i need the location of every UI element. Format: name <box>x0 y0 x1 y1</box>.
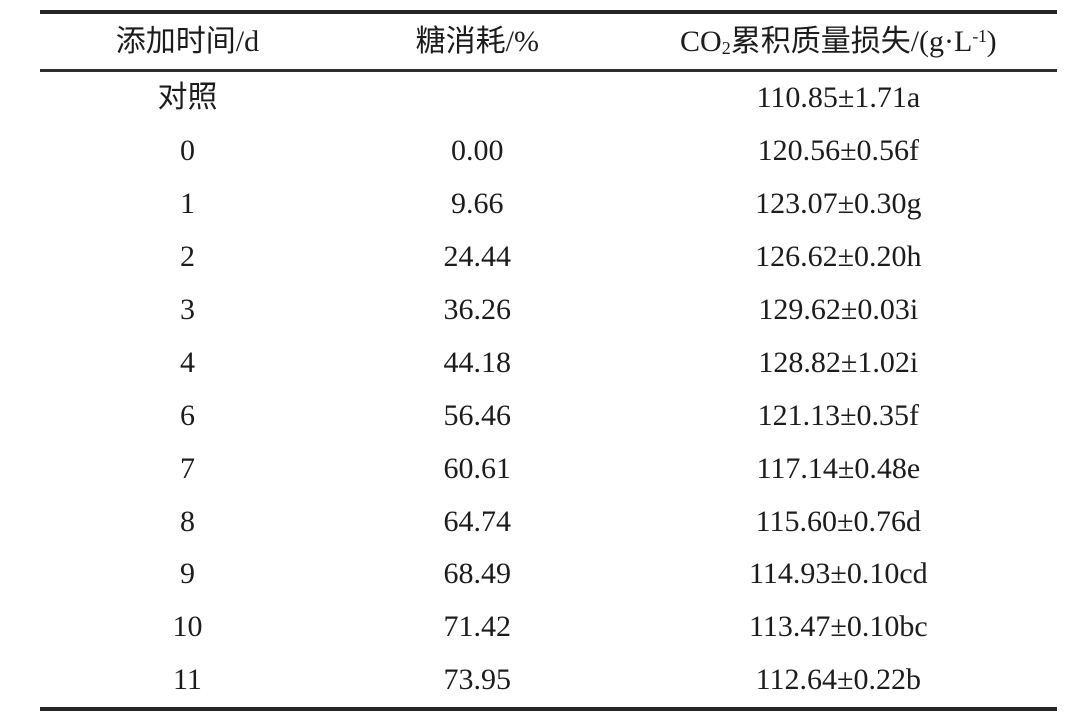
cell-sugar: 56.46 <box>443 398 512 432</box>
cell-time: 7 <box>179 451 195 485</box>
cell-time: 3 <box>179 293 195 326</box>
table-row: 8 64.74 115.60±0.76d <box>40 495 1057 548</box>
header-cell-time: 添加时间/d <box>115 24 260 58</box>
table-body: 对照 110.85±1.71a 0 0.00 120.56±0.56f 1 9.… <box>40 72 1057 707</box>
table-row: 9 68.49 114.93±0.10cd <box>40 548 1057 601</box>
cell-time: 8 <box>179 504 195 538</box>
cell-sugar: 73.95 <box>443 663 512 697</box>
cell-co2: 114.93±0.10cd <box>748 557 928 591</box>
cell-co2: 117.14±0.48e <box>756 451 921 485</box>
cell-co2: 110.85±1.71a <box>756 81 921 115</box>
cell-co2: 128.82±1.02i <box>758 345 919 379</box>
cell-time: 4 <box>179 345 195 379</box>
header-cell-co2: CO2累积质量损失/(g·L-1) <box>620 24 1057 58</box>
cell-time: 0 <box>179 134 195 168</box>
cell-sugar: 68.49 <box>443 557 512 591</box>
table-row: 10 71.42 113.47±0.10bc <box>40 601 1057 654</box>
co2-label-close: ) <box>986 24 997 58</box>
cell-time: 2 <box>179 240 195 274</box>
table-row: 1 9.66 123.07±0.30g <box>40 178 1057 231</box>
cell-sugar: 9.66 <box>451 187 504 221</box>
table-row: 6 56.46 121.13±0.35f <box>40 389 1057 442</box>
table-row: 0 0.00 120.56±0.56f <box>40 125 1057 178</box>
cell-co2: 120.56±0.56f <box>757 134 920 168</box>
cell-co2: 123.07±0.30g <box>755 187 922 221</box>
cell-sugar: 0.00 <box>451 134 504 168</box>
cell-sugar: 44.18 <box>443 345 512 379</box>
table-row: 7 60.61 117.14±0.48e <box>40 442 1057 495</box>
table-row: 4 44.18 128.82±1.02i <box>40 336 1057 389</box>
cell-time: 11 <box>173 663 202 697</box>
cell-time: 6 <box>179 398 195 432</box>
co2-unit-superscript: -1 <box>972 25 987 46</box>
table-row: 2 24.44 126.62±0.20h <box>40 231 1057 284</box>
cell-co2: 129.62±0.03i <box>758 293 919 326</box>
cell-co2: 121.13±0.35f <box>757 398 920 432</box>
cell-sugar: 71.42 <box>443 610 512 644</box>
table-row: 3 36.26 129.62±0.03i <box>40 284 1057 337</box>
cell-co2: 126.62±0.20h <box>755 240 922 274</box>
co2-prefix: CO <box>680 24 722 58</box>
header-cell-sugar: 糖消耗/% <box>415 24 539 58</box>
table-header-row: 添加时间/d 糖消耗/% CO2累积质量损失/(g·L-1) <box>40 14 1057 72</box>
cell-co2: 115.60±0.76d <box>755 504 921 538</box>
cell-time: 10 <box>172 610 203 644</box>
co2-subscript: 2 <box>721 37 731 58</box>
table-row: 11 73.95 112.64±0.22b <box>40 654 1057 707</box>
co2-label: 累积质量损失/(g·L <box>730 24 973 58</box>
cell-time: 1 <box>179 187 195 221</box>
table-row: 对照 110.85±1.71a <box>40 72 1057 125</box>
cell-time: 9 <box>179 557 195 591</box>
cell-co2: 113.47±0.10bc <box>748 610 928 644</box>
cell-sugar: 64.74 <box>443 504 512 538</box>
cell-time: 对照 <box>157 81 218 115</box>
cell-sugar: 24.44 <box>443 240 512 274</box>
cell-co2: 112.64±0.22b <box>755 663 921 697</box>
cell-sugar: 36.26 <box>443 293 512 326</box>
cell-sugar: 60.61 <box>443 451 512 485</box>
data-table: 添加时间/d 糖消耗/% CO2累积质量损失/(g·L-1) 对照 110.85… <box>40 10 1057 711</box>
